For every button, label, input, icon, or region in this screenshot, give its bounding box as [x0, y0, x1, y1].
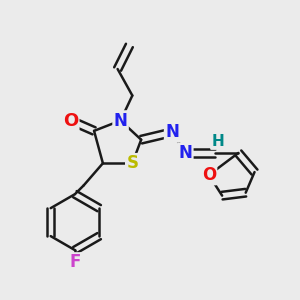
Text: F: F	[69, 254, 81, 272]
Text: S: S	[126, 154, 138, 172]
Text: O: O	[63, 112, 78, 130]
Text: N: N	[114, 112, 128, 130]
Text: O: O	[202, 166, 216, 184]
Text: H: H	[211, 134, 224, 149]
Text: N: N	[165, 123, 179, 141]
Text: N: N	[178, 144, 192, 162]
